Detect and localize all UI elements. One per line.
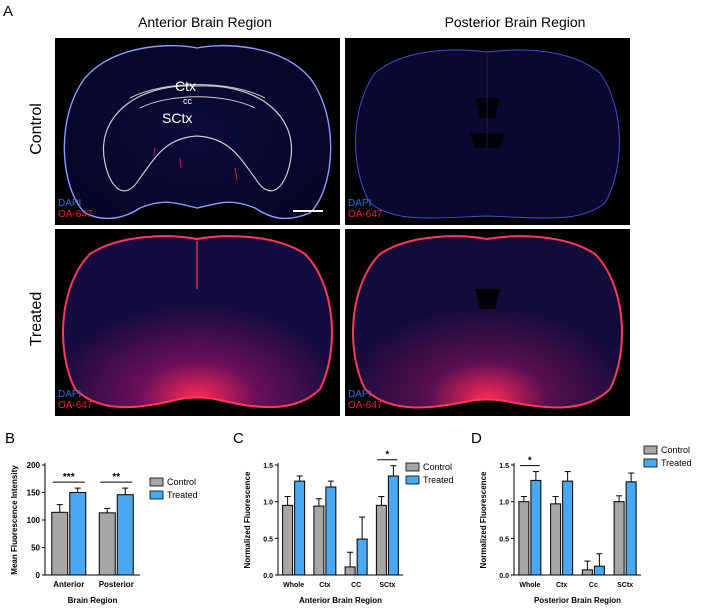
legend-label: Control <box>423 462 452 472</box>
legend-swatch-control <box>643 445 658 455</box>
panel-letter: B <box>5 430 15 447</box>
bar-control <box>550 503 562 576</box>
significance-marker: *** <box>63 472 75 483</box>
col-title-anterior: Anterior Brain Region <box>138 14 272 30</box>
y-tick-label: 0.0 <box>499 573 509 580</box>
y-tick-label: 50 <box>31 544 40 553</box>
scale-bar <box>293 210 323 212</box>
bar-treated <box>69 492 87 576</box>
y-axis-label: Mean Fluorescence Intensity <box>10 465 19 575</box>
panel-letter-a: A <box>3 3 14 20</box>
category-label: Ctx <box>319 582 330 589</box>
legend-swatch-treated <box>149 490 164 500</box>
y-tick-label: 150 <box>27 489 41 498</box>
category-label: Cc <box>589 582 598 589</box>
y-tick-label: 1.0 <box>263 500 273 507</box>
panel-letter: D <box>471 430 482 447</box>
category-label: SCtx <box>379 582 395 589</box>
bar-control <box>613 501 625 576</box>
chart-panel-d: D 0.0 0.5 1.0 1.5 Normalized Fluorescence Post… <box>471 430 692 605</box>
region-label-cc: cc <box>183 96 192 106</box>
bar-control <box>344 566 356 576</box>
legend-label: Treated <box>167 490 198 500</box>
significance-marker: * <box>385 450 389 461</box>
bar-treated <box>387 475 399 576</box>
legend-label: Treated <box>661 458 692 468</box>
bar-control <box>51 511 69 576</box>
stain-legend: DAPI OA-647 <box>58 389 93 411</box>
significance-marker: ** <box>112 472 120 483</box>
chart-panel-c: C 0.0 0.5 1.0 1.5 Normalized Fluorescence Ante… <box>233 430 454 605</box>
bar-treated <box>625 481 637 576</box>
col-title-posterior: Posterior Brain Region <box>444 14 586 30</box>
stain-legend: DAPI OA-647 <box>348 389 383 411</box>
bar-control <box>98 512 116 576</box>
category-label: CC <box>351 582 361 589</box>
y-tick-label: 1.5 <box>499 463 509 470</box>
chart-panel-b: B 0 50 100 150 200 Mean Fluorescence Intensity… <box>5 430 198 605</box>
x-axis-label: Posterior Brain Region <box>534 596 621 605</box>
legend-swatch-control <box>149 477 164 487</box>
bar-control <box>581 569 593 576</box>
region-label-ctx: Ctx <box>175 78 196 94</box>
y-axis-label: Normalized Fluorescence <box>243 471 252 568</box>
y-tick-label: 0 <box>36 571 41 580</box>
legend-swatch-treated <box>643 458 658 468</box>
legend-swatch-control <box>405 462 420 472</box>
row-label-control: Control <box>28 103 45 155</box>
category-label: Whole <box>519 582 540 589</box>
bar-control <box>313 505 325 576</box>
x-axis-label: Brain Region <box>68 596 118 605</box>
micrograph-control-anterior: Ctx cc SCtx DAPI OA-647 <box>55 38 340 225</box>
category-label: Whole <box>283 582 304 589</box>
bar-treated <box>325 486 337 576</box>
micrograph-control-posterior: DAPI OA-647 <box>345 38 630 225</box>
y-tick-label: 0.5 <box>263 536 273 543</box>
bar-control <box>375 504 387 576</box>
bar-treated <box>116 494 134 576</box>
x-axis-label: Anterior Brain Region <box>299 596 382 605</box>
legend-label: Control <box>661 445 690 455</box>
legend-label: Control <box>167 477 196 487</box>
bar-treated <box>356 538 368 576</box>
legend-swatch-treated <box>405 475 420 485</box>
y-tick-label: 200 <box>27 461 41 470</box>
y-axis-label: Normalized Fluorescence <box>479 471 488 568</box>
bar-treated <box>294 480 306 576</box>
y-tick-label: 1.5 <box>263 463 273 470</box>
category-label: Ctx <box>556 582 567 589</box>
stain-legend: DAPI OA-647 <box>58 198 93 220</box>
category-label: Anterior <box>53 580 84 589</box>
bar-control <box>282 504 294 576</box>
region-label-sctx: SCtx <box>162 110 193 126</box>
bar-treated <box>530 479 542 576</box>
y-tick-label: 0.5 <box>499 536 509 543</box>
panel-letter: C <box>233 430 244 447</box>
category-label: SCtx <box>617 582 633 589</box>
y-tick-label: 1.0 <box>499 500 509 507</box>
significance-marker: * <box>528 456 532 467</box>
y-tick-label: 0.0 <box>263 573 273 580</box>
row-label-treated: Treated <box>28 291 45 347</box>
legend-label: Treated <box>423 475 454 485</box>
bar-treated <box>562 480 574 576</box>
bar-control <box>518 501 530 576</box>
y-tick-label: 100 <box>27 516 41 525</box>
micrograph-treated-posterior: DAPI OA-647 <box>345 229 630 416</box>
bar-treated <box>593 565 605 576</box>
micrograph-treated-anterior: DAPI OA-647 <box>55 229 340 416</box>
category-label: Posterior <box>99 580 134 589</box>
stain-legend: DAPI OA-647 <box>348 198 383 220</box>
